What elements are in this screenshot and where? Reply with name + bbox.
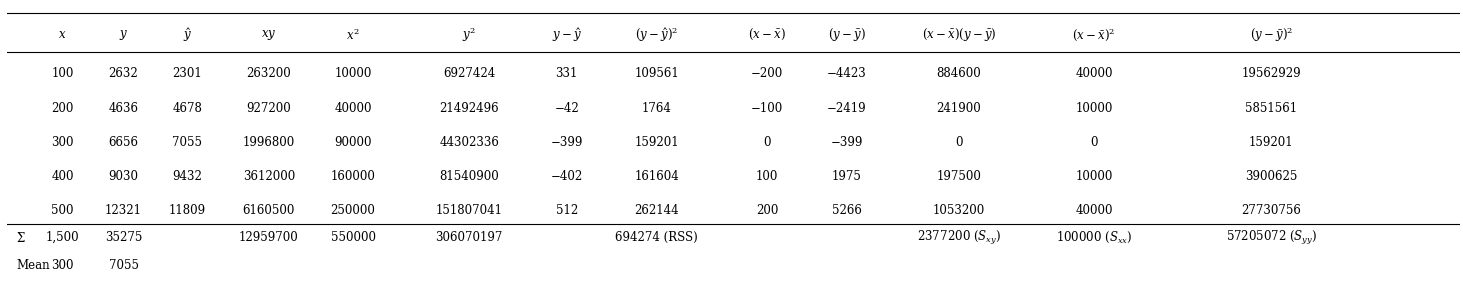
Text: 10000: 10000 <box>1075 170 1113 183</box>
Text: 27730756: 27730756 <box>1241 204 1301 217</box>
Text: 2632: 2632 <box>108 67 139 80</box>
Text: 100000 ($S_{xx}$): 100000 ($S_{xx}$) <box>1056 230 1132 245</box>
Text: 40000: 40000 <box>1075 204 1113 217</box>
Text: 151807041: 151807041 <box>436 204 503 217</box>
Text: 2301: 2301 <box>173 67 202 80</box>
Text: $y - \hat{y}$: $y - \hat{y}$ <box>552 26 582 44</box>
Text: 306070197: 306070197 <box>436 231 503 244</box>
Text: 1764: 1764 <box>642 102 672 115</box>
Text: 7055: 7055 <box>108 259 139 272</box>
Text: −42: −42 <box>554 102 579 115</box>
Text: 57205072 ($S_{yy}$): 57205072 ($S_{yy}$) <box>1226 229 1317 247</box>
Text: $(y - \hat{y})^2$: $(y - \hat{y})^2$ <box>635 25 679 44</box>
Text: 40000: 40000 <box>1075 67 1113 80</box>
Text: 44302336: 44302336 <box>439 136 499 149</box>
Text: 9030: 9030 <box>108 170 139 183</box>
Text: $y$: $y$ <box>119 28 129 42</box>
Text: 1,500: 1,500 <box>45 231 79 244</box>
Text: 1975: 1975 <box>832 170 862 183</box>
Text: 11809: 11809 <box>168 204 206 217</box>
Text: 4636: 4636 <box>108 102 139 115</box>
Text: 10000: 10000 <box>335 67 372 80</box>
Text: 694274 (RSS): 694274 (RSS) <box>616 231 698 244</box>
Text: 40000: 40000 <box>335 102 372 115</box>
Text: 200: 200 <box>756 204 778 217</box>
Text: 300: 300 <box>51 259 73 272</box>
Text: −4423: −4423 <box>827 67 868 80</box>
Text: $xy$: $xy$ <box>260 28 277 42</box>
Text: 3900625: 3900625 <box>1245 170 1298 183</box>
Text: 0: 0 <box>1090 136 1097 149</box>
Text: 5266: 5266 <box>832 204 862 217</box>
Text: 6160500: 6160500 <box>243 204 296 217</box>
Text: −399: −399 <box>550 136 582 149</box>
Text: 1053200: 1053200 <box>933 204 985 217</box>
Text: 90000: 90000 <box>335 136 372 149</box>
Text: $(y - \bar{y})^2$: $(y - \bar{y})^2$ <box>1249 25 1293 44</box>
Text: 161604: 161604 <box>635 170 679 183</box>
Text: $x^2$: $x^2$ <box>347 27 360 42</box>
Text: 10000: 10000 <box>1075 102 1113 115</box>
Text: 7055: 7055 <box>173 136 202 149</box>
Text: 241900: 241900 <box>936 102 982 115</box>
Text: Mean: Mean <box>16 259 50 272</box>
Text: 109561: 109561 <box>635 67 679 80</box>
Text: $(x - \bar{x})(y - \bar{y})$: $(x - \bar{x})(y - \bar{y})$ <box>922 26 996 43</box>
Text: 197500: 197500 <box>936 170 982 183</box>
Text: $(y - \bar{y})$: $(y - \bar{y})$ <box>828 26 866 43</box>
Text: 160000: 160000 <box>331 170 376 183</box>
Text: 1996800: 1996800 <box>243 136 296 149</box>
Text: 159201: 159201 <box>1249 136 1293 149</box>
Text: 884600: 884600 <box>936 67 982 80</box>
Text: 9432: 9432 <box>173 170 202 183</box>
Text: −402: −402 <box>550 170 582 183</box>
Text: 0: 0 <box>764 136 771 149</box>
Text: $\hat{y}$: $\hat{y}$ <box>183 26 192 44</box>
Text: $y^2$: $y^2$ <box>462 25 477 44</box>
Text: 12321: 12321 <box>105 204 142 217</box>
Text: 331: 331 <box>556 67 578 80</box>
Text: 2377200 ($S_{xy}$): 2377200 ($S_{xy}$) <box>917 229 1001 247</box>
Text: 19562929: 19562929 <box>1242 67 1301 80</box>
Text: −2419: −2419 <box>827 102 866 115</box>
Text: −399: −399 <box>831 136 863 149</box>
Text: 927200: 927200 <box>246 102 291 115</box>
Text: 5851561: 5851561 <box>1245 102 1298 115</box>
Text: 12959700: 12959700 <box>238 231 298 244</box>
Text: 21492496: 21492496 <box>439 102 499 115</box>
Text: 6927424: 6927424 <box>443 67 496 80</box>
Text: $\Sigma$: $\Sigma$ <box>16 231 25 245</box>
Text: 0: 0 <box>955 136 963 149</box>
Text: 250000: 250000 <box>331 204 376 217</box>
Text: 100: 100 <box>756 170 778 183</box>
Text: $(x - \bar{x})^2$: $(x - \bar{x})^2$ <box>1072 26 1116 43</box>
Text: 81540900: 81540900 <box>439 170 499 183</box>
Text: $(x - \bar{x})$: $(x - \bar{x})$ <box>748 27 786 42</box>
Text: 400: 400 <box>51 170 73 183</box>
Text: 300: 300 <box>51 136 73 149</box>
Text: 6656: 6656 <box>108 136 139 149</box>
Text: 500: 500 <box>51 204 73 217</box>
Text: $x$: $x$ <box>59 28 67 41</box>
Text: 512: 512 <box>556 204 578 217</box>
Text: −100: −100 <box>751 102 783 115</box>
Text: −200: −200 <box>751 67 783 80</box>
Text: 100: 100 <box>51 67 73 80</box>
Text: 4678: 4678 <box>173 102 202 115</box>
Text: 35275: 35275 <box>105 231 142 244</box>
Text: 550000: 550000 <box>331 231 376 244</box>
Text: 159201: 159201 <box>635 136 679 149</box>
Text: 3612000: 3612000 <box>243 170 296 183</box>
Text: 263200: 263200 <box>246 67 291 80</box>
Text: 200: 200 <box>51 102 73 115</box>
Text: 262144: 262144 <box>635 204 679 217</box>
